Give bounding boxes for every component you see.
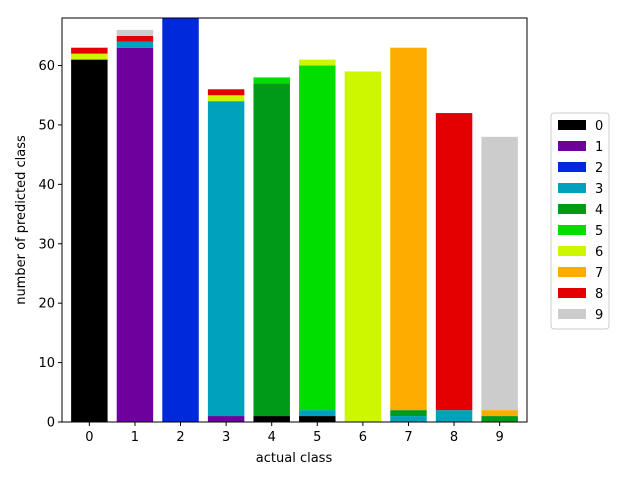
- y-tick-label: 40: [38, 178, 55, 193]
- legend-swatch: [558, 204, 586, 214]
- legend-label: 6: [595, 245, 603, 260]
- legend-swatch: [558, 162, 586, 172]
- legend-label: 1: [595, 140, 603, 155]
- y-tick-label: 10: [38, 356, 55, 371]
- bar-segment-actual-4-pred-0: [253, 416, 290, 422]
- bar-segment-actual-5-pred-3: [299, 410, 336, 417]
- bar-segment-actual-1-pred-9: [116, 29, 154, 36]
- x-axis-label: actual class: [256, 451, 333, 466]
- bar-segment-actual-0-pred-0: [71, 59, 108, 423]
- legend-label: 7: [595, 266, 603, 281]
- x-tick-label: 6: [359, 430, 367, 445]
- x-tick-label: 8: [450, 430, 458, 445]
- bar-segment-actual-5-pred-0: [299, 416, 336, 422]
- x-tick-label: 4: [268, 430, 276, 445]
- bar-segment-actual-5-pred-5: [299, 65, 336, 411]
- bar-segment-actual-9-pred-9: [481, 136, 518, 411]
- plot-frame: [61, 17, 528, 423]
- legend-label: 5: [595, 224, 603, 239]
- bar-segment-actual-7-pred-7: [390, 47, 427, 411]
- x-tick-label: 0: [85, 430, 93, 445]
- bar-segment-actual-3-pred-8: [207, 89, 245, 96]
- bar-segment-actual-3-pred-3: [207, 101, 245, 417]
- legend-label: 9: [595, 308, 603, 323]
- legend-label: 0: [595, 119, 603, 134]
- legend-swatch: [558, 288, 586, 298]
- legend-swatch: [558, 183, 586, 193]
- bar-segment-actual-4-pred-4: [253, 83, 290, 417]
- y-tick-label: 0: [47, 416, 55, 431]
- legend: 0 1 2 3 4 5 6 7 8 9: [550, 112, 610, 330]
- x-tick-label: 3: [222, 430, 230, 445]
- legend-swatch: [558, 267, 586, 277]
- axes-layer: 0 1 2 3 4 5 6 7 8 9 0 10 20 30 40 50 60: [38, 17, 528, 445]
- bar-segment-actual-1-pred-8: [116, 35, 154, 42]
- legend-swatch: [558, 246, 586, 256]
- y-axis-label: number of predicted class: [14, 135, 29, 305]
- legend-label: 3: [595, 182, 603, 197]
- bar-segment-actual-1-pred-1: [116, 47, 154, 423]
- bar-segment-actual-4-pred-5: [253, 77, 290, 84]
- y-tick-label: 50: [38, 118, 55, 133]
- bar-segment-actual-8-pred-3: [435, 410, 473, 422]
- legend-label: 8: [595, 287, 603, 302]
- legend-swatch: [558, 120, 586, 130]
- x-tick-label: 2: [176, 430, 184, 445]
- legend-label: 4: [595, 203, 603, 218]
- bar-segment-actual-0-pred-8: [71, 47, 108, 54]
- y-tick-label: 20: [38, 297, 55, 312]
- bar-segment-actual-3-pred-1: [207, 416, 245, 422]
- legend-swatch: [558, 225, 586, 235]
- bar-segment-actual-7-pred-4: [390, 410, 427, 417]
- bar-segment-actual-8-pred-8: [435, 113, 473, 411]
- bars-layer: [71, 18, 518, 423]
- bar-segment-actual-7-pred-3: [390, 416, 427, 422]
- legend-swatch: [558, 309, 586, 319]
- x-tick-label: 9: [496, 430, 504, 445]
- bar-segment-actual-2-pred-2: [162, 18, 199, 422]
- bar-segment-actual-9-pred-4: [481, 416, 518, 422]
- y-tick-label: 60: [38, 59, 55, 74]
- legend-label: 2: [595, 161, 603, 176]
- bar-segment-actual-6-pred-6: [344, 71, 382, 423]
- bar-segment-actual-5-pred-6: [299, 59, 336, 66]
- legend-swatch: [558, 141, 586, 151]
- bar-segment-actual-1-pred-3: [116, 41, 154, 48]
- x-tick-label: 1: [131, 430, 139, 445]
- bar-segment-actual-3-pred-6: [207, 95, 245, 102]
- bar-segment-actual-9-pred-7: [481, 410, 518, 417]
- bar-segment-actual-0-pred-6: [71, 53, 108, 60]
- x-tick-label: 5: [313, 430, 321, 445]
- x-tick-label: 7: [404, 430, 412, 445]
- y-tick-label: 30: [38, 237, 55, 252]
